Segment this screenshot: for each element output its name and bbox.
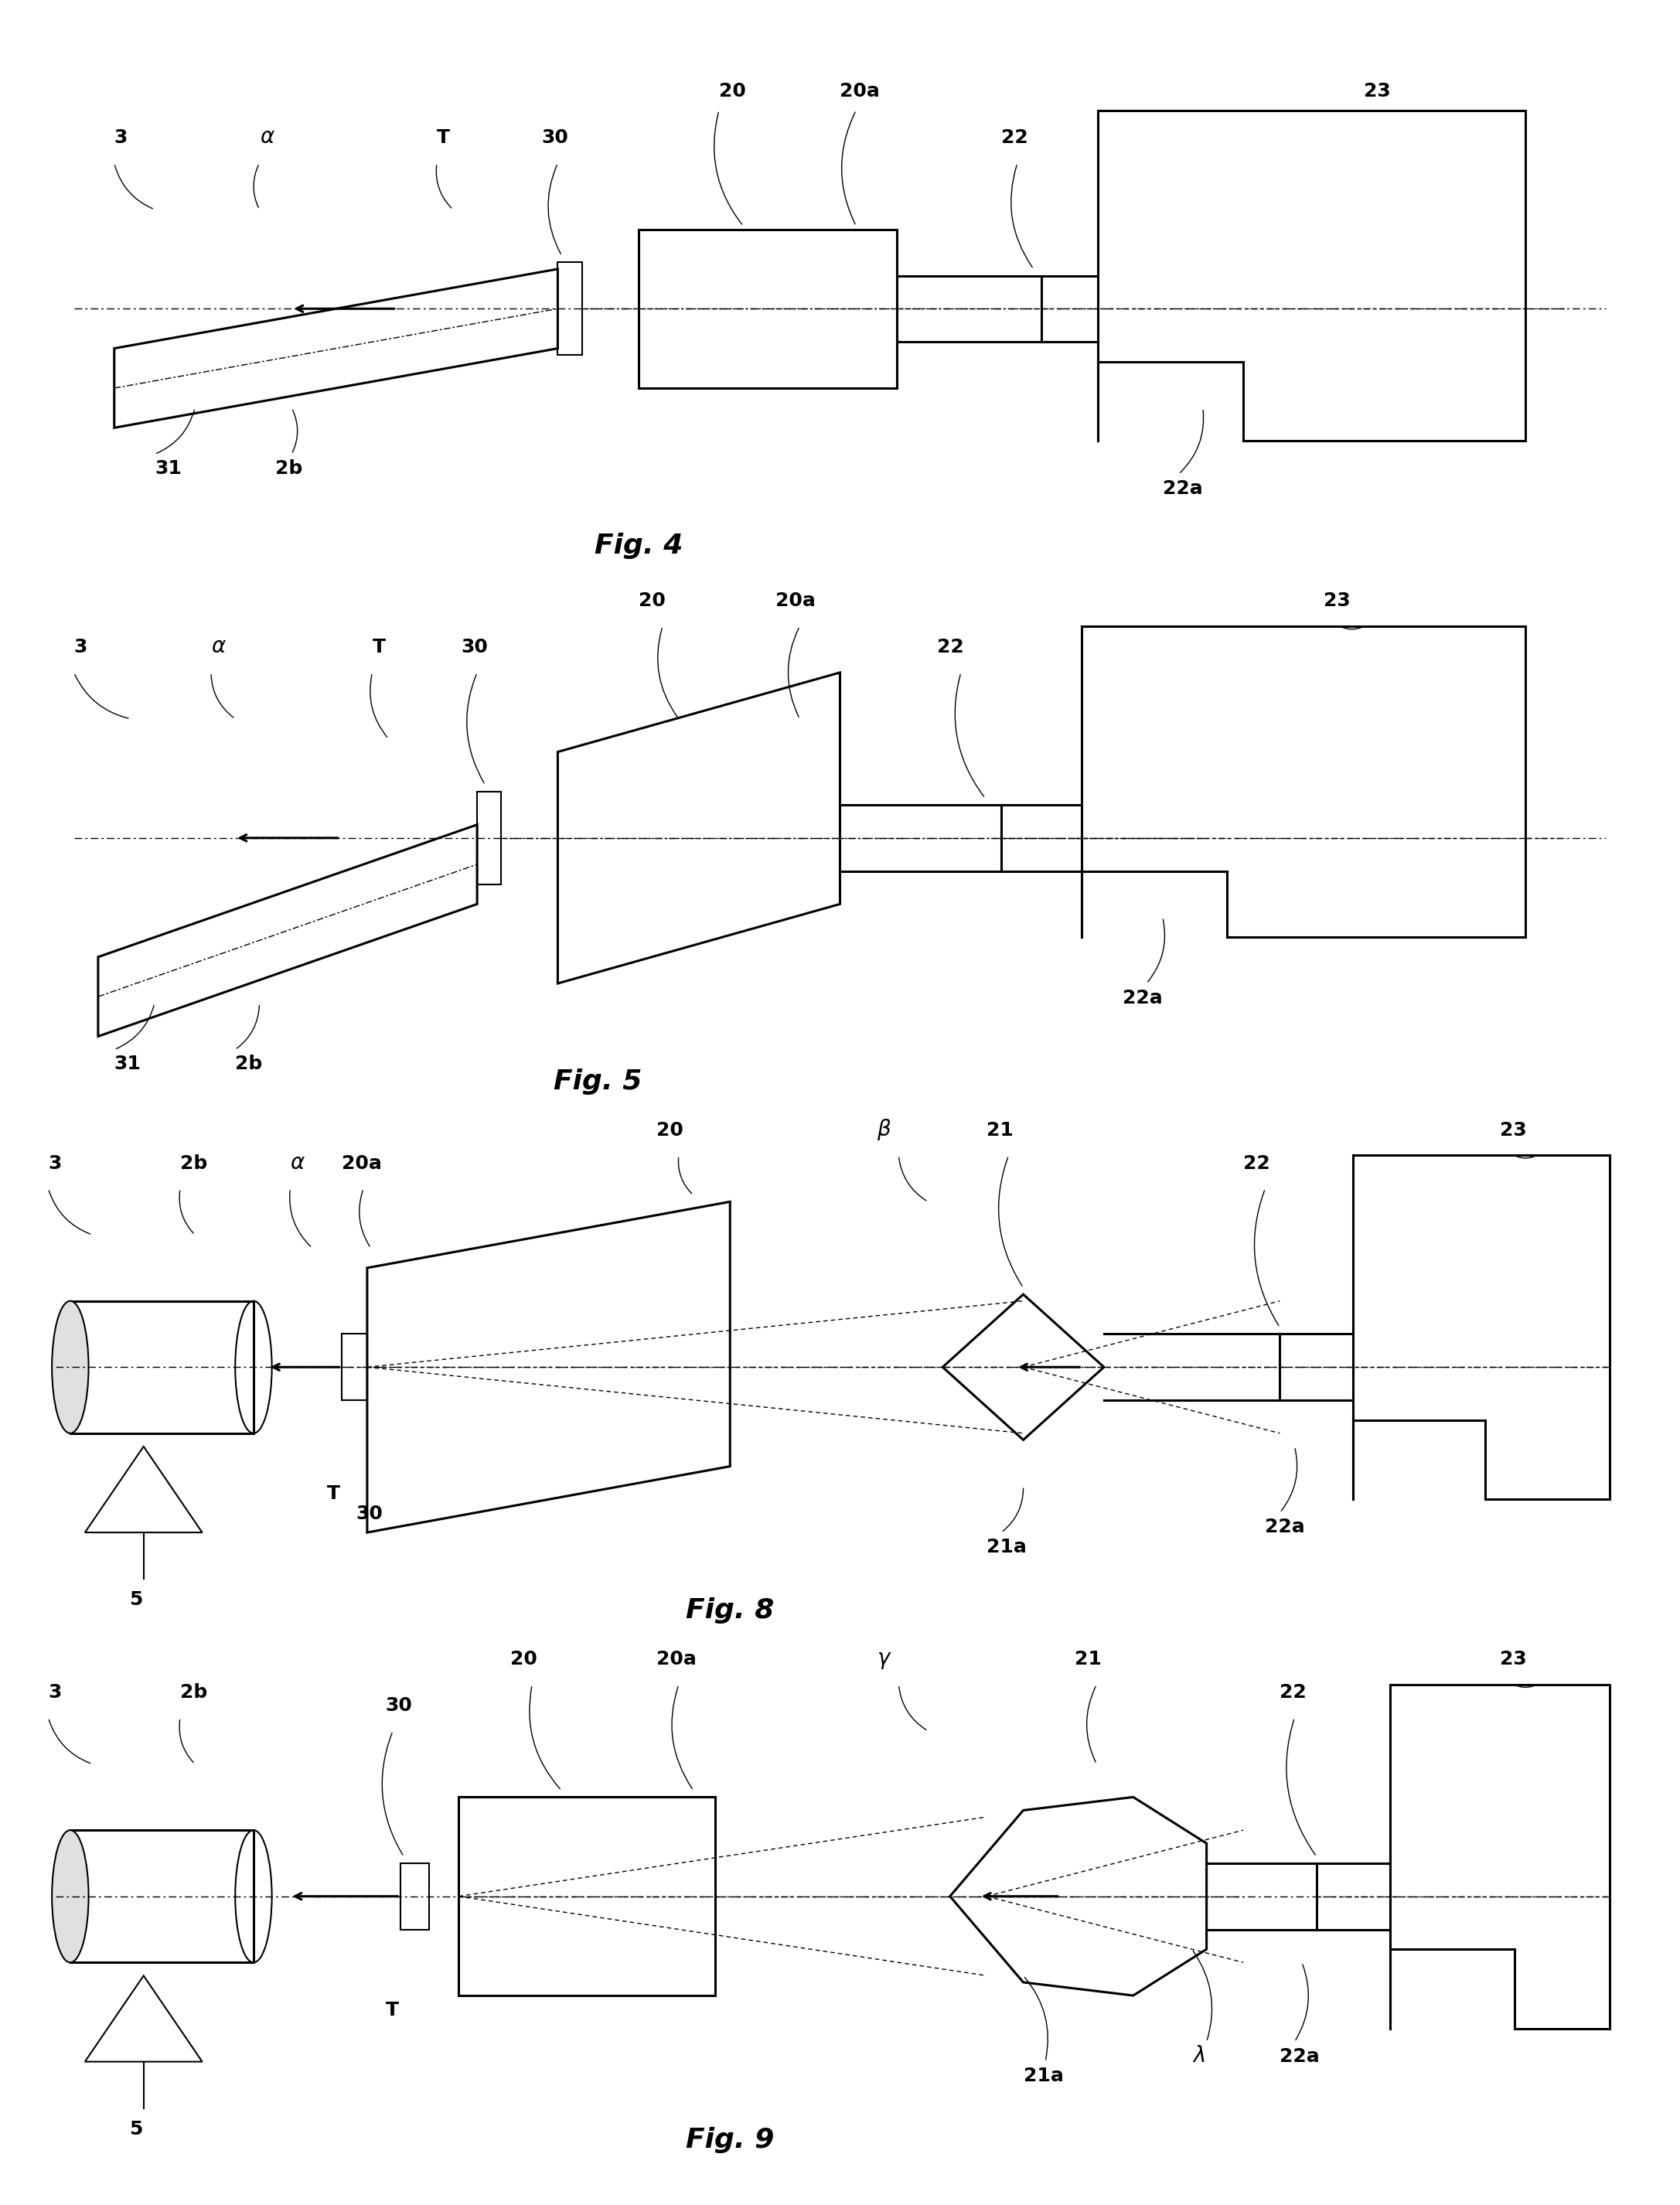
- Text: $\alpha$: $\alpha$: [259, 126, 276, 148]
- Text: 2b: 2b: [276, 459, 302, 478]
- Text: 5: 5: [129, 2119, 143, 2139]
- Text: 31: 31: [114, 1054, 141, 1074]
- Text: T: T: [385, 2000, 398, 2020]
- Text: $\alpha$: $\alpha$: [291, 1151, 306, 1173]
- Text: 20a: 20a: [657, 1649, 697, 1669]
- Text: 3: 3: [114, 128, 128, 148]
- Text: T: T: [373, 637, 385, 657]
- Text: 20: 20: [719, 82, 746, 101]
- Text: 31: 31: [155, 459, 181, 478]
- Text: T: T: [328, 1484, 339, 1504]
- Bar: [400, 1863, 430, 1929]
- Text: 23: 23: [1364, 82, 1391, 101]
- Text: 20: 20: [657, 1120, 684, 1140]
- Text: 30: 30: [385, 1696, 413, 1715]
- Text: $\beta$: $\beta$: [877, 1118, 892, 1142]
- Text: $\lambda$: $\lambda$: [1191, 2044, 1205, 2066]
- Text: 3: 3: [74, 637, 87, 657]
- Text: $\gamma$: $\gamma$: [877, 1649, 892, 1671]
- Text: 5: 5: [129, 1590, 143, 1610]
- Ellipse shape: [52, 1301, 89, 1433]
- Text: 21: 21: [1075, 1649, 1102, 1669]
- Bar: [459, 1797, 716, 1996]
- Text: 30: 30: [356, 1504, 383, 1524]
- Text: Fig. 9: Fig. 9: [685, 2128, 774, 2152]
- Text: 23: 23: [1500, 1120, 1527, 1140]
- Text: 23: 23: [1500, 1649, 1527, 1669]
- Text: 23: 23: [1324, 591, 1351, 611]
- Text: 21: 21: [986, 1120, 1013, 1140]
- Text: 22a: 22a: [1280, 2046, 1320, 2066]
- Text: 22: 22: [1243, 1153, 1270, 1173]
- Bar: [341, 1334, 368, 1400]
- Text: 22a: 22a: [1163, 478, 1203, 498]
- Text: 3: 3: [49, 1682, 62, 1702]
- Text: $\alpha$: $\alpha$: [212, 635, 227, 657]
- Text: 20: 20: [511, 1649, 538, 1669]
- Text: 30: 30: [541, 128, 568, 148]
- Bar: [477, 792, 501, 884]
- Text: 2b: 2b: [235, 1054, 262, 1074]
- Text: 21a: 21a: [986, 1537, 1026, 1557]
- Text: 21a: 21a: [1023, 2066, 1063, 2086]
- Text: 22: 22: [937, 637, 964, 657]
- Ellipse shape: [52, 1830, 89, 1962]
- Text: 2b: 2b: [180, 1153, 207, 1173]
- Text: Fig. 4: Fig. 4: [595, 534, 682, 558]
- Bar: [71, 1301, 254, 1433]
- Text: 30: 30: [460, 637, 487, 657]
- Text: 20a: 20a: [341, 1153, 381, 1173]
- Bar: [638, 229, 897, 388]
- Text: 22: 22: [1280, 1682, 1307, 1702]
- Text: 3: 3: [49, 1153, 62, 1173]
- Text: 22: 22: [1001, 128, 1028, 148]
- Text: T: T: [437, 128, 450, 148]
- Text: Fig. 8: Fig. 8: [685, 1599, 774, 1623]
- Text: 2b: 2b: [180, 1682, 207, 1702]
- Text: Fig. 5: Fig. 5: [554, 1069, 642, 1094]
- Text: 20a: 20a: [840, 82, 880, 101]
- Text: 20a: 20a: [776, 591, 815, 611]
- Text: 20: 20: [638, 591, 665, 611]
- Bar: [71, 1830, 254, 1962]
- Bar: [558, 262, 581, 355]
- Text: 22a: 22a: [1265, 1517, 1305, 1537]
- Text: 22a: 22a: [1122, 988, 1163, 1008]
